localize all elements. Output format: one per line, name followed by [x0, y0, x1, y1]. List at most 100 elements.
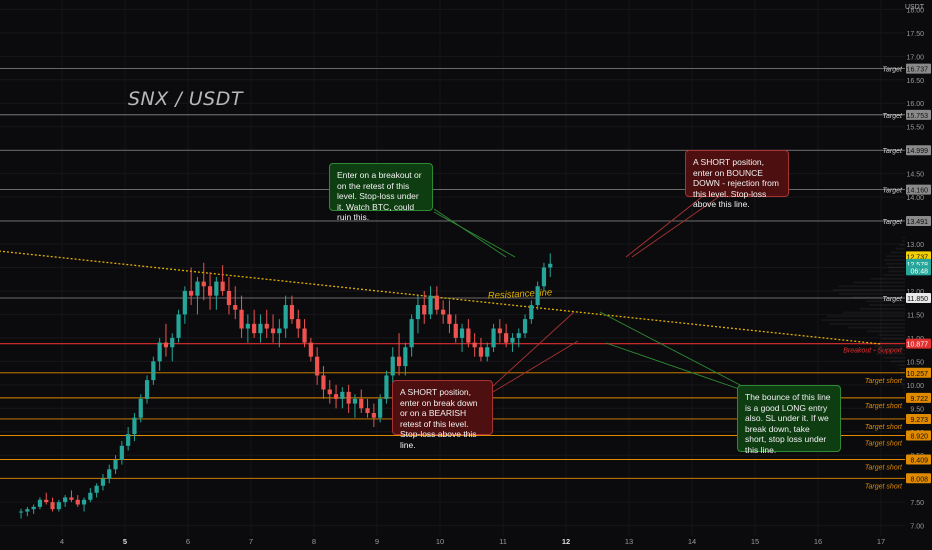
candle-bearish — [497, 328, 502, 334]
candle-bearish — [270, 328, 276, 334]
candle-bearish — [396, 356, 402, 367]
volume-profile-bar — [888, 266, 905, 269]
volume-profile-bar — [897, 364, 905, 367]
volume-profile-bar — [865, 300, 905, 303]
callout-short-bounce: A SHORT position, enter on BOUNCE DOWN -… — [685, 150, 789, 209]
volume-profile-bar — [904, 394, 905, 397]
x-tick-label: 11 — [499, 537, 507, 546]
candle-bearish — [346, 391, 351, 404]
candle-bearish — [163, 342, 169, 348]
candle-bullish — [403, 347, 408, 367]
candle-bearish — [327, 389, 332, 395]
candle-bullish — [409, 319, 414, 348]
short-target-label: Target short — [865, 464, 903, 471]
price-tag-label: 9.722 — [910, 396, 928, 403]
y-tick-label: 10.00 — [906, 383, 924, 390]
volume-profile-bar — [902, 240, 905, 243]
volume-profile-bar — [885, 255, 905, 258]
target-line-label: Target — [882, 113, 903, 120]
candle-bullish — [56, 502, 61, 510]
candle-bullish — [182, 290, 187, 315]
volume-profile — [821, 236, 905, 404]
volume-profile-bar — [838, 292, 905, 295]
x-tick-label: 10 — [436, 537, 444, 546]
candle-bullish — [485, 347, 490, 357]
price-tag-label: 06:48 — [910, 268, 928, 275]
candle-bullish — [428, 295, 433, 315]
volume-profile-bar — [882, 337, 905, 340]
price-tag-label: 14.999 — [907, 148, 929, 155]
candle-bullish — [157, 342, 162, 362]
candle-bearish — [239, 309, 244, 329]
candle-bullish — [277, 328, 282, 334]
price-tag-label: 8.409 — [910, 457, 928, 464]
x-tick-label: 7 — [249, 537, 253, 546]
volume-profile-bar — [900, 375, 905, 378]
volume-profile-bar — [900, 379, 905, 382]
candle-bullish — [258, 323, 263, 334]
volume-profile-bar — [890, 251, 905, 254]
volume-profile-bar — [826, 315, 905, 318]
volume-profile-bar — [847, 326, 905, 329]
candle-bearish — [453, 323, 458, 338]
candle-bearish — [233, 305, 238, 310]
chart-title: SNX / USDT — [128, 88, 243, 110]
candle-bullish — [195, 281, 200, 296]
price-tag-label: 8.008 — [910, 476, 928, 483]
y-tick-label: 12.00 — [906, 289, 924, 296]
y-tick-label: 17.50 — [906, 31, 924, 38]
candle-bearish — [220, 281, 225, 291]
volume-profile-bar — [832, 289, 905, 291]
price-tag — [906, 413, 931, 424]
callout-pointer-line — [631, 195, 721, 258]
candle-bearish — [365, 408, 370, 413]
volume-profile-bar — [883, 274, 905, 276]
short-target-label: Target short — [865, 424, 903, 431]
key-support-label: Breakout - Support — [843, 348, 903, 355]
candle-bullish — [378, 398, 383, 418]
candle-bullish — [126, 434, 131, 446]
x-tick-label: 14 — [688, 537, 696, 546]
candle-bullish — [176, 314, 181, 338]
y-axis-unit: USDT — [904, 4, 924, 11]
candle-bullish — [548, 263, 553, 268]
y-tick-label: 15.50 — [906, 125, 924, 132]
candle-bearish — [359, 398, 364, 409]
candle-bullish — [37, 499, 43, 507]
volume-profile-bar — [866, 330, 905, 333]
x-tick-label: 15 — [751, 537, 759, 546]
volume-profile-bar — [853, 281, 905, 284]
y-tick-label: 18.00 — [906, 7, 924, 14]
candle-bearish — [289, 305, 295, 320]
candle-bullish — [63, 497, 68, 503]
x-tick-label: 12 — [562, 537, 570, 546]
price-tag — [906, 454, 931, 465]
callout-pointers — [433, 195, 743, 393]
target-line-label: Target — [882, 148, 903, 155]
price-tag-label: 15.753 — [907, 113, 929, 120]
target-line-label: Target — [882, 188, 903, 195]
price-tag — [906, 392, 931, 403]
candle-bearish — [321, 375, 326, 390]
candle-bearish — [207, 286, 213, 296]
volume-profile-bar — [885, 262, 905, 265]
x-tick-label: 5 — [123, 537, 127, 546]
candle-bullish — [510, 337, 515, 343]
candle-bullish — [541, 267, 547, 287]
short-target-label: Target short — [865, 483, 903, 490]
candle-bearish — [447, 314, 452, 324]
candle-bearish — [252, 323, 257, 334]
callout-pointer-line — [492, 311, 575, 387]
short-target-label: Target short — [865, 378, 903, 385]
y-tick-label: 13.00 — [906, 242, 924, 249]
price-tag — [906, 338, 931, 349]
price-tag-label: 9.273 — [910, 417, 928, 424]
volume-profile-bar — [895, 247, 905, 250]
volume-profile-bar — [901, 382, 905, 385]
callout-long-bounce: The bounce of this line is a good LONG e… — [737, 385, 841, 455]
candle-bullish — [138, 398, 143, 418]
target-line-label: Target — [882, 67, 903, 74]
candle-bullish — [144, 380, 150, 399]
y-tick-label: 7.50 — [910, 500, 924, 507]
